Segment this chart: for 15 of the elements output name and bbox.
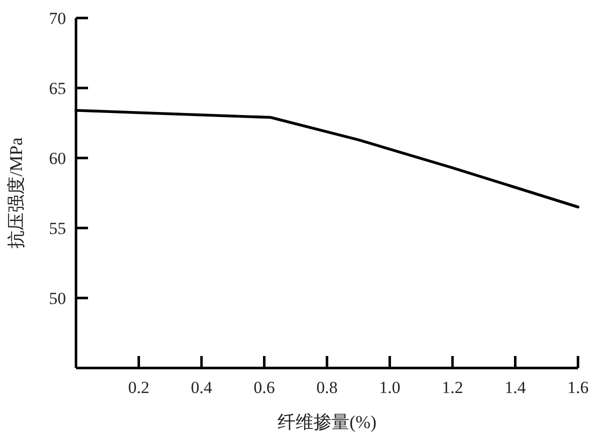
y-tick-label: 60 [49, 149, 66, 168]
x-tick-label: 0.8 [316, 378, 338, 397]
y-tick-label: 55 [49, 219, 66, 238]
y-tick-label: 65 [49, 79, 66, 98]
y-tick-label: 50 [49, 289, 66, 308]
x-tick-label: 0.6 [254, 378, 275, 397]
x-tick-label: 0.2 [128, 378, 150, 397]
x-tick-label: 1.0 [379, 378, 400, 397]
x-tick-label: 1.4 [504, 378, 526, 397]
x-tick-label: 1.2 [442, 378, 464, 397]
x-axis-title: 纤维掺量(%) [278, 412, 376, 432]
y-axis-title: 抗压强度/MPa [6, 137, 26, 249]
y-tick-label: 70 [49, 9, 66, 28]
x-tick-label: 0.4 [190, 378, 213, 397]
x-tick-label: 1.6 [567, 378, 589, 397]
